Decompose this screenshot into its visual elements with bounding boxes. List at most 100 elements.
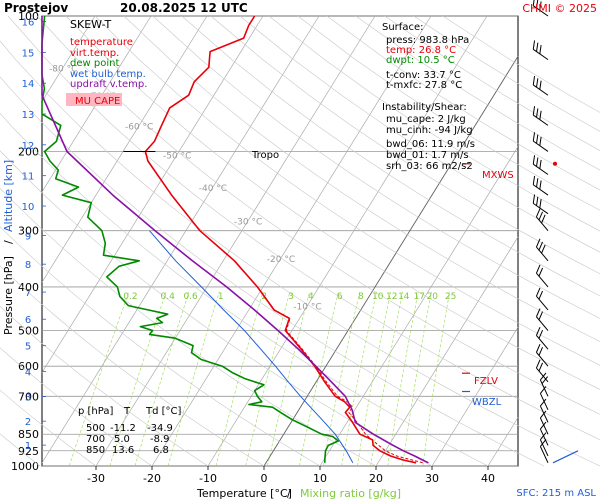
x-tick-label: 20: [369, 472, 383, 485]
wind-barb: [532, 155, 549, 175]
dry-adiabat-line: [0, 187, 377, 467]
legend-virt-temp: virt.temp.: [70, 48, 119, 59]
legend-wet-bulb: wet bulb temp.: [70, 69, 146, 80]
wind-barb-flag: [536, 178, 539, 188]
y-axis-title: Pressure [hPa] / Altitude [km]: [2, 160, 15, 335]
x-axis-separator: /: [287, 487, 291, 500]
mixing-ratio-label: 0.4: [161, 292, 176, 302]
km-tick-label: 5: [25, 342, 31, 353]
station-name: Prostejov: [4, 1, 68, 15]
dry-adiabat-line: [181, 15, 600, 297]
chart-marks: [41, 0, 579, 464]
wind-barb-flag: [535, 264, 541, 274]
wind-barb-flag: [532, 194, 536, 204]
dry-adiabat-line: [0, 389, 97, 467]
wind-barb-flag: [535, 308, 541, 317]
isotherm-label: -80 °C: [49, 64, 77, 74]
isotherm-label: -40 °C: [199, 184, 227, 194]
x-tick-label: 0: [261, 472, 268, 485]
series-line-wet-bulb-temp: [149, 230, 354, 464]
isotherm-line: [41, 15, 208, 283]
y-axis-label: Pressure [hPa]: [2, 256, 15, 335]
wind-barb-flag: [536, 157, 539, 167]
mxws-label: MXWS: [482, 170, 514, 181]
km-tick-label: 1: [25, 441, 31, 452]
fzlv-label: FZLV: [474, 376, 498, 387]
wind-barb-flag: [540, 398, 547, 407]
instability-line: bwd_01: 1.7 m/s: [386, 150, 469, 161]
mixing-ratio-line: [299, 291, 339, 467]
mixing-ratio-label: 12: [386, 292, 397, 302]
wind-barb: [532, 75, 549, 96]
instability-line: mu_cinh: -94 J/kg: [386, 125, 473, 136]
wind-barb-flag: [536, 0, 539, 9]
instability-info: Instability/Shear: mu_cape: 2 J/kg mu_ci…: [382, 102, 475, 172]
surface-wind-barb: [552, 450, 579, 464]
wind-barb-staff: [536, 335, 549, 350]
mixing-ratio-line: [387, 291, 419, 467]
table-cell: -8.9: [150, 434, 170, 445]
surface-info: Surface: press: 983.8 hPa temp: 26.8 °C …: [382, 22, 469, 91]
wind-barb: [535, 287, 549, 311]
table-header: T: [123, 406, 131, 417]
wind-barb-flag: [532, 155, 536, 165]
x-tick-label: -20: [143, 472, 161, 485]
mixing-ratio-label: 17: [413, 292, 424, 302]
wind-barb-staff: [532, 114, 549, 126]
wind-barb-flag: [540, 386, 547, 394]
wind-barb-staff: [536, 352, 549, 367]
x-tick-label: -30: [87, 472, 105, 485]
surface-tmxfc: t-mxfc: 27.8 °C: [386, 80, 462, 91]
wind-barb: [535, 238, 549, 262]
table-cell: -34.9: [147, 423, 173, 434]
surface-temp: temp: 26.8 °C: [386, 45, 456, 56]
wind-barb: [532, 175, 549, 196]
wind-barb-flag: [538, 347, 544, 356]
wind-barb-flag: [539, 1, 542, 11]
mixing-ratio-line: [267, 291, 310, 467]
wind-barb: [539, 432, 549, 457]
dry-adiabat-line: [0, 226, 321, 467]
dry-adiabat-line: [210, 15, 600, 275]
km-tick-label: 4: [25, 367, 31, 378]
mixing-ratio-line: [422, 291, 450, 467]
series-line-dew-point: [41, 15, 340, 463]
wind-barb-flag: [539, 136, 542, 146]
wind-barb-flag: [540, 432, 547, 440]
wind-barb-flag: [535, 238, 541, 248]
wind-barb-staff: [539, 417, 549, 435]
mixing-ratio-line: [370, 291, 404, 467]
dry-adiabat-line: [0, 113, 489, 467]
x-tick-label: -10: [199, 472, 217, 485]
table-cell: 13.6: [112, 445, 134, 456]
wind-barb-flag: [541, 214, 546, 224]
mixing-ratio-line: [215, 291, 264, 467]
wind-barb: [535, 359, 549, 383]
dry-adiabat-line: [65, 15, 600, 390]
wind-barb-flag: [532, 40, 536, 50]
table-cell: 6.8: [153, 445, 169, 456]
credit[interactable]: CHMI © 2025: [522, 2, 597, 15]
legend-updraft: updraft v.temp.: [70, 79, 147, 90]
table-cell: 700: [86, 434, 105, 445]
wind-barb: [539, 398, 549, 423]
wind-barb-staff: [532, 140, 549, 152]
mixing-ratio-line: [167, 291, 220, 467]
isotherm-line: [41, 15, 264, 373]
series-line-temperature: [144, 15, 417, 464]
wind-barb-staff: [539, 405, 549, 423]
isotherm-zero-line: [263, 56, 519, 467]
isotherm-line: [95, 15, 376, 467]
mu-cape-label: MU CAPE: [75, 96, 120, 107]
wind-barb-flag: [538, 267, 544, 277]
series-line-updraft-v-temp: [41, 16, 429, 464]
mixing-ratio-label: 1: [218, 292, 224, 302]
wind-barb-flag: [532, 132, 536, 142]
mixing-ratio-label: 6: [337, 292, 343, 302]
mixing-ratio-label: 3: [288, 292, 294, 302]
mixing-ratio-line: [134, 291, 190, 467]
wind-barb-flag: [535, 359, 541, 369]
legend-temperature: temperature: [70, 37, 133, 48]
